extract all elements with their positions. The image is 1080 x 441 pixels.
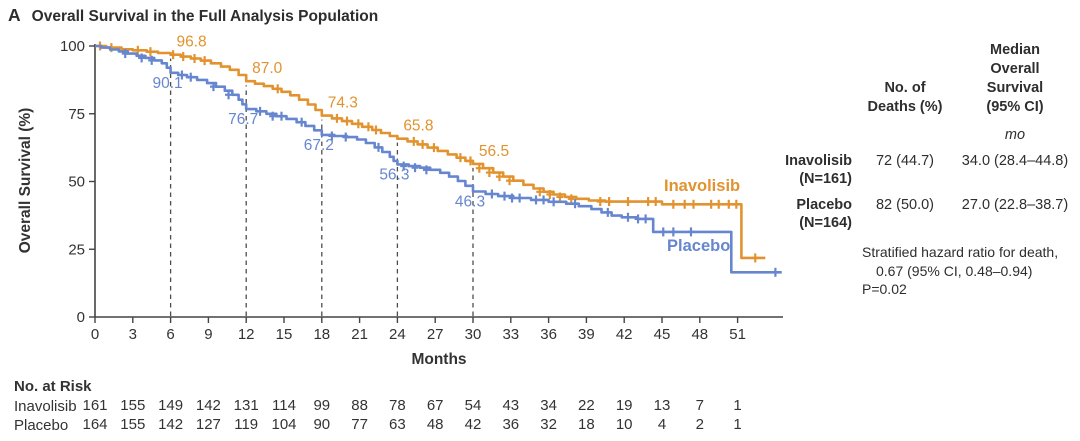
- x-tick-label: 30: [465, 326, 482, 343]
- y-tick-label: 50: [68, 174, 85, 191]
- censor-marks-inavolisib: [96, 41, 759, 263]
- x-tick-label: 45: [654, 326, 671, 343]
- at-risk-value: 142: [158, 416, 183, 433]
- x-tick-label: 36: [540, 326, 557, 343]
- x-tick-label: 27: [427, 326, 444, 343]
- at-risk-value: 36: [502, 416, 519, 433]
- at-risk-values-placebo: 164 155 142 127 119 104 90 77 63 48 42 36 32 18 10 4 2 1: [82, 416, 741, 433]
- median-column-header: Median Overall Survival (95% CI): [986, 42, 1044, 115]
- x-tick-label: 33: [502, 326, 519, 343]
- x-tick-label: 42: [616, 326, 633, 343]
- x-tick-label: 48: [691, 326, 708, 343]
- x-tick-label: 6: [166, 326, 174, 343]
- km-curve-inavolisib: [95, 44, 766, 260]
- milestone-annotation: 76.7: [228, 111, 258, 128]
- at-risk-value: 142: [196, 397, 221, 414]
- at-risk-value: 10: [616, 416, 633, 433]
- at-risk-value: 155: [120, 416, 145, 433]
- panel-letter: A: [8, 5, 21, 25]
- figure-title-text: Overall Survival in the Full Analysis Po…: [31, 8, 379, 25]
- at-risk-values-inavolisib: 161 155 149 142 131 114 99 88 78 67 54 43 34 22 19 13 7 1: [82, 397, 741, 414]
- milestone-annotation: 74.3: [328, 95, 358, 112]
- x-tick-label: 9: [204, 326, 212, 343]
- median-placebo: 27.0 (22.8–38.7): [961, 197, 1069, 213]
- y-axis-ticks: 0 25 50 75 100: [60, 38, 95, 326]
- curve-label-inavolisib: Inavolisib: [664, 177, 741, 195]
- milestone-annotation: 90.1: [153, 75, 183, 92]
- at-risk-value: 2: [696, 416, 704, 433]
- unit-label: mo: [1004, 127, 1026, 143]
- censor-marks-placebo: [121, 49, 779, 277]
- at-risk-value: 7: [696, 397, 704, 414]
- at-risk-value: 131: [234, 397, 259, 414]
- at-risk-value: 1: [733, 416, 741, 433]
- x-tick-label: 15: [276, 326, 293, 343]
- milestone-annotation: 87.0: [252, 60, 283, 77]
- at-risk-value: 22: [578, 397, 595, 414]
- x-tick-label: 24: [389, 326, 406, 343]
- milestone-annotation: 67.2: [304, 137, 334, 154]
- at-risk-value: 114: [272, 397, 296, 414]
- at-risk-value: 34: [540, 397, 557, 414]
- x-axis-ticks: 0 3 6 9 12 15 18 21 24 27 30 33 36 39 42 45 48 51: [91, 317, 746, 343]
- at-risk-value: 43: [502, 397, 519, 414]
- milestone-annotation: 96.8: [177, 34, 207, 51]
- row-label-inavolisib: Inavolisib (N=161): [785, 153, 852, 187]
- hazard-ratio-note: Stratified hazard ratio for death, 0.67 …: [862, 244, 1059, 297]
- x-tick-label: 39: [578, 326, 595, 343]
- x-tick-label: 12: [238, 326, 255, 343]
- median-inavolisib: 34.0 (28.4–44.8): [961, 153, 1069, 169]
- at-risk-value: 1: [733, 397, 741, 414]
- at-risk-value: 155: [120, 397, 145, 414]
- at-risk-value: 77: [351, 416, 368, 433]
- at-risk-value: 18: [578, 416, 595, 433]
- at-risk-value: 63: [389, 416, 406, 433]
- at-risk-value: 88: [351, 397, 368, 414]
- at-risk-value: 127: [196, 416, 221, 433]
- milestone-annotation: 65.8: [403, 118, 433, 135]
- at-risk-value: 19: [616, 397, 633, 414]
- at-risk-label-placebo: Placebo: [14, 417, 69, 434]
- row-label-placebo: Placebo (N=164): [796, 197, 852, 231]
- x-tick-label: 21: [351, 326, 368, 343]
- at-risk-value: 104: [271, 416, 296, 433]
- x-tick-label: 51: [729, 326, 746, 343]
- x-tick-label: 0: [91, 326, 99, 343]
- x-tick-label: 3: [129, 326, 137, 343]
- y-tick-label: 25: [68, 241, 85, 258]
- at-risk-value: 4: [658, 416, 666, 433]
- milestone-annotation: 56.3: [379, 166, 409, 183]
- at-risk-value: 149: [158, 397, 183, 414]
- deaths-column-header: No. of Deaths (%): [867, 80, 943, 115]
- x-tick-label: 18: [313, 326, 330, 343]
- y-tick-label: 75: [68, 106, 85, 123]
- y-tick-label: 100: [60, 38, 85, 55]
- milestone-annotation: 56.5: [479, 143, 509, 160]
- y-tick-label: 0: [77, 309, 85, 326]
- at-risk-value: 164: [82, 416, 107, 433]
- x-axis-title: Months: [411, 351, 466, 368]
- at-risk-value: 48: [427, 416, 444, 433]
- at-risk-value: 54: [465, 397, 482, 414]
- curve-label-placebo: Placebo: [667, 237, 731, 255]
- at-risk-value: 78: [389, 397, 406, 414]
- deaths-placebo: 82 (50.0): [875, 197, 935, 213]
- milestone-annotation: 46.3: [455, 194, 485, 211]
- at-risk-label-inavolisib: Inavolisib: [14, 398, 77, 415]
- at-risk-value: 32: [540, 416, 557, 433]
- at-risk-value: 119: [234, 416, 258, 433]
- at-risk-value: 99: [313, 397, 330, 414]
- at-risk-value: 67: [427, 397, 444, 414]
- at-risk-value: 13: [654, 397, 671, 414]
- at-risk-value: 42: [465, 416, 482, 433]
- y-axis-title: Overall Survival (%): [17, 108, 34, 254]
- deaths-inavolisib: 72 (44.7): [875, 153, 935, 169]
- at-risk-value: 161: [82, 397, 107, 414]
- at-risk-title: No. at Risk: [14, 378, 92, 395]
- at-risk-value: 90: [313, 416, 330, 433]
- figure-title: A Overall Survival in the Full Analysis P…: [8, 5, 378, 26]
